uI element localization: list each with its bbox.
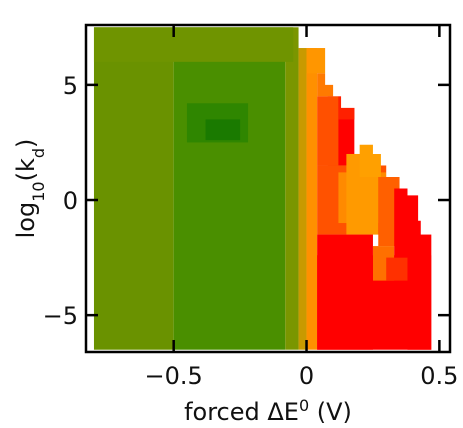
heatmap-cell-17 <box>317 235 373 350</box>
heatmap-region-3 <box>299 48 307 350</box>
heatmap-cell-0 <box>94 27 293 62</box>
heatmap-cell-2 <box>206 119 241 140</box>
heatmap-cell-3 <box>307 48 328 73</box>
y-tick-label: −5 <box>43 302 78 330</box>
heatmap-region-2 <box>285 27 298 349</box>
heatmap-region-0 <box>94 27 174 349</box>
x-tick-label: 0 <box>299 362 314 390</box>
heatmap-cell-14 <box>386 258 407 281</box>
heatmap-cell-6 <box>317 96 338 165</box>
y-tick-label: 0 <box>63 187 78 215</box>
heatmap-region-1 <box>174 27 286 349</box>
x-axis-label: forced ΔE0 (V) <box>184 396 352 427</box>
heatmap-cell-16 <box>407 235 431 350</box>
y-axis-label: log10(kd) <box>12 139 48 239</box>
x-tick-label: −0.5 <box>145 362 203 390</box>
y-tick-label: 5 <box>63 72 78 100</box>
heatmap-region-4 <box>307 48 318 350</box>
x-tick-label: 0.5 <box>420 362 458 390</box>
